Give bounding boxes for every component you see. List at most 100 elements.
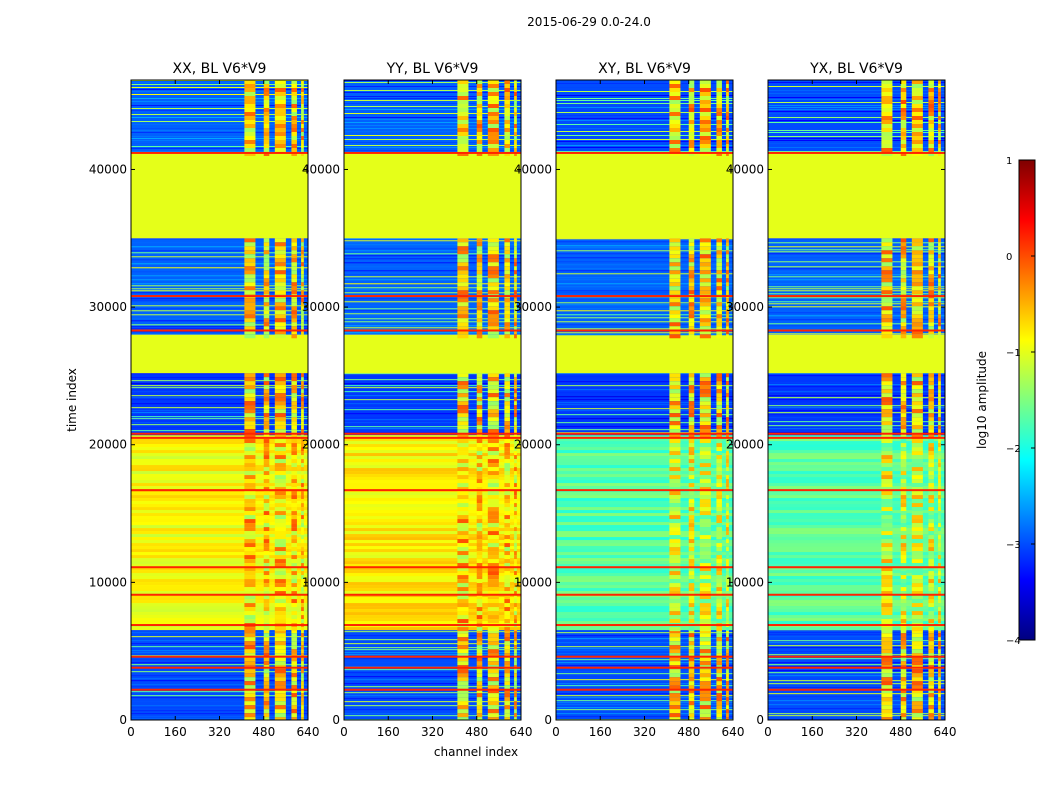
rfi-cell — [457, 397, 469, 402]
rfi-cell — [928, 385, 934, 390]
rfi-cell — [487, 92, 499, 96]
time-streak — [556, 115, 733, 116]
rfi-cell — [476, 471, 483, 476]
rfi-cell — [716, 539, 722, 544]
rfi-cell — [457, 579, 469, 584]
rfi-cell — [938, 84, 941, 88]
rfi-cell — [457, 413, 469, 418]
rfi-cell — [457, 112, 469, 116]
hot-row — [556, 489, 733, 492]
rfi-cell — [881, 487, 893, 492]
rfi-cell — [726, 499, 729, 504]
rfi-cell — [911, 116, 923, 120]
rfi-cell — [457, 439, 469, 444]
rfi-cell — [291, 80, 297, 84]
rfi-cell — [487, 100, 499, 104]
rfi-cell — [669, 100, 681, 104]
rfi-cell — [881, 401, 893, 406]
y-tick-label: 0 — [544, 713, 552, 727]
hot-row — [131, 295, 308, 298]
rfi-cell — [881, 246, 893, 251]
rfi-cell — [487, 543, 499, 548]
rfi-cell — [504, 80, 510, 84]
time-streak — [768, 447, 945, 451]
rfi-cell — [928, 603, 934, 608]
rfi-cell — [244, 242, 256, 247]
time-streak — [556, 653, 733, 655]
rfi-cell — [726, 507, 729, 512]
rfi-cell — [244, 433, 256, 438]
rfi-cell — [514, 96, 517, 100]
time-streak — [768, 382, 945, 384]
rfi-cell — [900, 463, 907, 468]
rfi-cell — [301, 443, 304, 448]
x-tick-label: 640 — [297, 725, 320, 739]
rfi-cell — [476, 503, 483, 508]
rfi-cell — [928, 439, 934, 444]
rfi-cell — [487, 373, 499, 378]
time-streak — [556, 534, 733, 538]
rfi-cell — [274, 701, 286, 706]
x-tick-label: 480 — [465, 725, 488, 739]
rfi-cell — [263, 649, 270, 654]
rfi-cell — [487, 583, 499, 588]
rfi-cell — [938, 322, 941, 327]
time-streak — [131, 561, 308, 565]
rfi-cell — [726, 148, 729, 152]
x-tick-label: 480 — [252, 725, 275, 739]
rfi-cell — [291, 567, 297, 572]
time-streak — [556, 264, 733, 266]
rfi-cell — [487, 334, 499, 339]
rfi-cell — [244, 467, 256, 472]
rfi-cell — [911, 611, 923, 616]
rfi-cell — [504, 527, 510, 532]
rfi-cell — [928, 637, 934, 642]
rfi-cell — [504, 619, 510, 624]
rfi-cell — [938, 487, 941, 492]
time-streak — [556, 546, 733, 550]
rfi-cell — [514, 128, 517, 132]
rfi-cell — [938, 310, 941, 315]
rfi-cell — [476, 685, 483, 690]
rfi-cell — [881, 306, 893, 311]
rfi-cell — [699, 551, 711, 556]
rfi-cell — [688, 455, 695, 460]
rfi-cell — [274, 503, 286, 508]
rfi-cell — [514, 282, 517, 287]
rfi-cell — [688, 479, 695, 484]
y-tick-label: 0 — [756, 713, 764, 727]
time-streak — [556, 118, 733, 119]
rfi-cell — [457, 673, 469, 678]
rfi-cell — [487, 539, 499, 544]
rfi-cell — [487, 290, 499, 295]
time-streak — [768, 386, 945, 388]
rfi-cell — [301, 254, 304, 259]
rfi-cell — [669, 318, 681, 323]
time-streak — [131, 600, 308, 604]
rfi-cell — [301, 637, 304, 642]
time-streak — [768, 86, 945, 87]
rfi-cell — [514, 397, 517, 402]
rfi-cell — [487, 238, 499, 243]
time-streak — [768, 425, 945, 427]
rfi-cell — [487, 397, 499, 402]
rfi-cell — [669, 377, 681, 382]
time-streak — [556, 621, 733, 625]
panel-2: YY, BL V6*V90 160 320 480 640010000200003000… — [302, 61, 533, 739]
rfi-cell — [263, 413, 270, 418]
rfi-cell — [938, 559, 941, 564]
time-streak — [344, 658, 521, 660]
rfi-cell — [688, 627, 695, 632]
time-streak — [768, 405, 945, 407]
rfi-cell — [699, 543, 711, 548]
rfi-cell — [699, 266, 711, 271]
rfi-cell — [716, 286, 722, 291]
time-streak — [131, 675, 308, 677]
rfi-cell — [244, 673, 256, 678]
rfi-cell — [900, 429, 907, 434]
rfi-cell — [487, 615, 499, 620]
time-streak — [556, 635, 733, 637]
rfi-cell — [291, 495, 297, 500]
rfi-cell — [487, 409, 499, 414]
rfi-cell — [244, 709, 256, 714]
